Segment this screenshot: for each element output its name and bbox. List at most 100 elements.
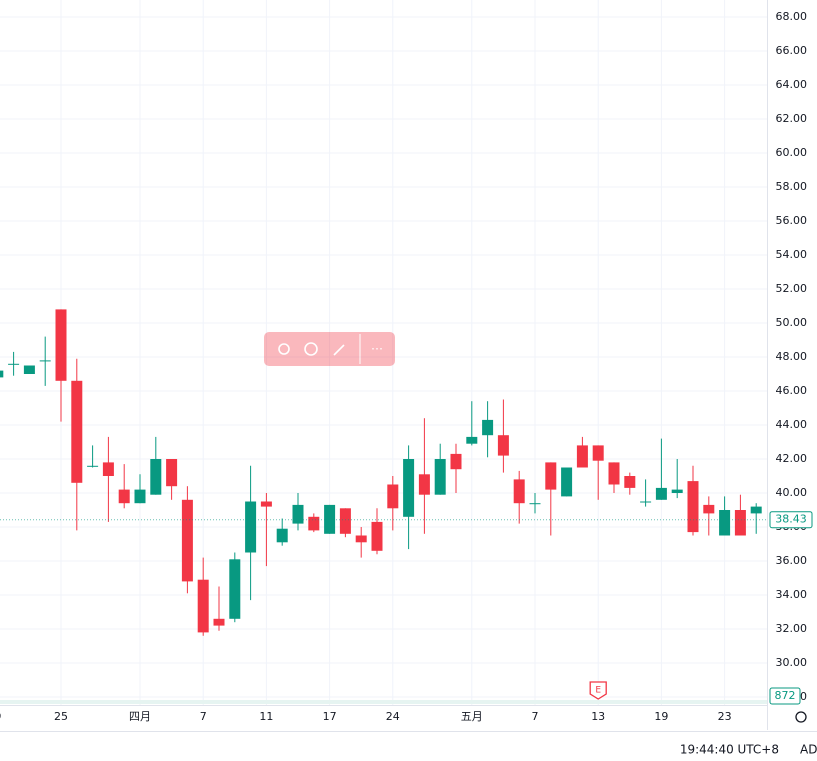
candle-body	[260, 501, 272, 507]
candle-body	[292, 504, 304, 524]
y-tick-label: 30.00	[776, 656, 808, 669]
candle-body	[703, 504, 715, 514]
candle-body	[0, 370, 4, 378]
candle-body	[150, 459, 162, 495]
clock: 19:44:40 UTC+8	[680, 743, 779, 757]
event-marker-shape	[589, 681, 607, 700]
candle-body	[387, 484, 399, 509]
candle-body	[102, 462, 114, 476]
candle-body	[55, 309, 67, 381]
candle-body	[213, 618, 225, 626]
x-tick-label: 13	[591, 710, 605, 723]
candle-body	[166, 459, 178, 487]
x-tick-label: 11	[259, 710, 273, 723]
candle-body	[529, 503, 541, 505]
volume-strip	[0, 700, 767, 704]
candle-body	[118, 489, 130, 504]
y-tick-label: 34.00	[776, 588, 808, 601]
y-tick-label: 44.00	[776, 418, 808, 431]
x-tick-label: 五月	[461, 710, 483, 723]
volume-box	[769, 687, 801, 705]
candle-body	[576, 445, 588, 468]
x-tick-label: 9	[0, 710, 1, 723]
x-tick-label: 19	[654, 710, 668, 723]
candles	[0, 309, 762, 636]
candle-body	[339, 508, 351, 534]
x-tick-label: 17	[323, 710, 337, 723]
candle-body	[687, 481, 699, 533]
y-tick-label: 68.00	[776, 10, 808, 23]
candle-body	[371, 521, 383, 551]
candle-body	[324, 504, 336, 534]
axes: 28.0030.0032.0034.0036.0038.0040.0042.00…	[0, 10, 807, 723]
candle-body	[608, 462, 620, 485]
volume-label: 872	[775, 689, 796, 702]
candle-body	[355, 535, 367, 543]
ai-icon[interactable]	[304, 342, 318, 356]
candle-body	[592, 445, 604, 461]
candle-body	[23, 365, 35, 374]
candle-body	[671, 489, 683, 493]
candle-body	[450, 453, 462, 470]
candle-body	[197, 579, 209, 633]
x-tick-label: 7	[200, 710, 207, 723]
y-tick-label: 48.00	[776, 350, 808, 363]
candle-body	[434, 459, 446, 495]
y-tick-label: 64.00	[776, 78, 808, 91]
candle-body	[513, 479, 525, 504]
candle-body	[8, 363, 20, 365]
candle-body	[39, 360, 51, 362]
y-tick-label: 36.00	[776, 554, 808, 567]
more-icon[interactable]: ⋯	[371, 342, 383, 356]
last-price-box	[769, 511, 813, 529]
y-tick-label: 56.00	[776, 214, 808, 227]
floating-toolbar: ⋯	[264, 332, 395, 366]
y-tick-label: 42.00	[776, 452, 808, 465]
volume-band	[0, 700, 767, 704]
candle-body	[719, 510, 731, 536]
settings-icon[interactable]	[795, 711, 807, 723]
magic-icon[interactable]	[333, 344, 345, 356]
x-tick-label: 25	[54, 710, 68, 723]
candle-body	[655, 487, 667, 500]
candle-body	[71, 380, 83, 483]
y-tick-label: 32.00	[776, 622, 808, 635]
y-tick-label: 54.00	[776, 248, 808, 261]
candle-body	[245, 501, 257, 553]
candle-body	[229, 559, 241, 619]
candle-body	[545, 462, 557, 490]
candle-body	[750, 506, 762, 514]
candle-body	[403, 459, 415, 517]
grid	[0, 0, 767, 706]
toolbar-bg	[264, 332, 395, 366]
search-icon[interactable]	[278, 343, 290, 355]
candle-body	[482, 419, 494, 436]
candle-body	[497, 435, 509, 456]
candle-body	[561, 467, 573, 497]
x-tick-label: 7	[532, 710, 539, 723]
last-price-label: 38.43	[775, 513, 807, 526]
candle-body	[134, 489, 146, 504]
x-tick-label: 23	[718, 710, 732, 723]
candle-body	[276, 528, 288, 543]
candle-body	[308, 516, 320, 531]
y-tick-label: 46.00	[776, 384, 808, 397]
y-tick-label: 50.00	[776, 316, 808, 329]
candle-body	[640, 501, 652, 503]
candle-body	[624, 476, 636, 488]
x-tick-label: 24	[386, 710, 400, 723]
y-tick-label: 62.00	[776, 112, 808, 125]
x-tick-label: 四月	[129, 710, 151, 723]
candle-body	[87, 465, 99, 467]
y-tick-label: 60.00	[776, 146, 808, 159]
candle-body	[734, 510, 746, 536]
event-marker[interactable]: E	[595, 686, 601, 696]
y-tick-label: 52.00	[776, 282, 808, 295]
y-tick-label: 58.00	[776, 180, 808, 193]
adjust-button[interactable]: AD	[800, 743, 817, 757]
candle-body	[418, 474, 430, 495]
y-tick-label: 40.00	[776, 486, 808, 499]
y-tick-label: 66.00	[776, 44, 808, 57]
candle-body	[181, 499, 193, 582]
